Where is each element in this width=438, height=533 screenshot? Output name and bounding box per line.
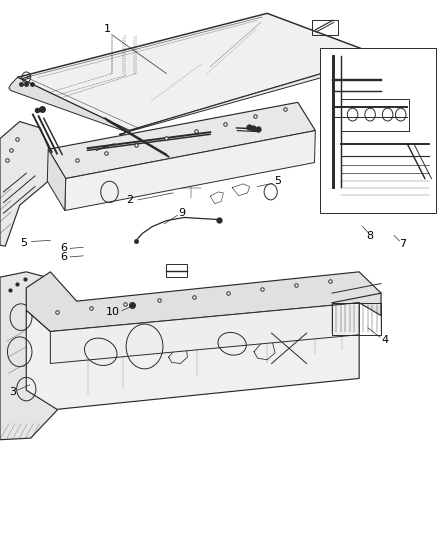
Text: 10: 10 [106, 307, 120, 317]
Polygon shape [47, 149, 66, 211]
Bar [320, 48, 436, 213]
Bar [341, 99, 409, 131]
Text: 6: 6 [60, 244, 67, 253]
Text: 2: 2 [126, 195, 133, 205]
Polygon shape [26, 272, 381, 332]
Polygon shape [18, 13, 381, 131]
Bar [166, 264, 187, 277]
Text: 8: 8 [367, 231, 374, 240]
Text: 5: 5 [21, 238, 28, 247]
Polygon shape [65, 131, 315, 211]
Text: 3: 3 [9, 387, 16, 397]
Text: 4: 4 [382, 335, 389, 345]
Text: 7: 7 [399, 239, 406, 249]
Polygon shape [9, 77, 131, 133]
Polygon shape [119, 56, 385, 134]
Polygon shape [50, 303, 359, 364]
Polygon shape [0, 272, 79, 440]
Text: 1: 1 [104, 25, 111, 34]
Bar [312, 20, 338, 35]
Polygon shape [26, 303, 359, 409]
Polygon shape [0, 122, 49, 246]
Text: 6: 6 [60, 252, 67, 262]
Text: 5: 5 [275, 176, 282, 186]
Text: 9: 9 [178, 208, 185, 218]
Bar [332, 303, 381, 335]
Polygon shape [48, 102, 315, 179]
